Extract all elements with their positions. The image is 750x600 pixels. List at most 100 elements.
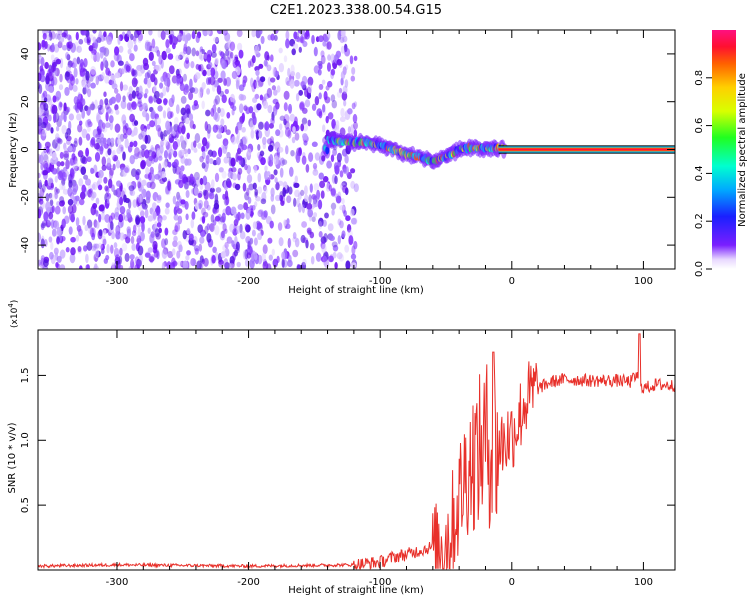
noise-speckle [214,36,220,45]
noise-speckle [302,258,307,266]
noise-speckle [231,166,237,173]
noise-speckle [51,205,55,213]
noise-speckle [114,104,119,111]
noise-speckle [260,198,267,205]
noise-speckle [344,79,349,88]
noise-speckle [105,122,111,129]
noise-speckle [153,244,158,251]
colorbar-tick-label: 0.2 [694,213,705,229]
noise-speckle [90,82,96,89]
noise-speckle [45,192,50,202]
noise-speckle [221,60,227,69]
noise-speckle [82,215,86,226]
noise-speckle [137,36,142,43]
noise-speckle [48,30,53,38]
noise-speckle [216,85,222,95]
noise-speckle [68,113,75,121]
noise-speckle [129,189,136,197]
noise-speckle [69,172,75,182]
noise-speckle [220,51,225,58]
noise-speckle [39,195,44,202]
noise-speckle [111,231,115,240]
noise-speckle [85,178,91,186]
noise-speckle [150,145,154,153]
noise-speckle [257,172,262,183]
noise-speckle [220,58,225,68]
noise-speckle [311,103,317,111]
noise-speckle [114,123,121,133]
noise-speckle [255,130,260,141]
noise-speckle [131,90,136,99]
noise-speckle [225,205,232,216]
noise-speckle [328,184,333,192]
noise-speckle [38,58,41,65]
noise-speckle [58,84,64,91]
noise-speckle [101,72,105,80]
noise-speckle [103,229,107,235]
noise-speckle [337,218,342,226]
noise-speckle [90,205,97,216]
noise-speckle [131,243,136,251]
noise-speckle [101,121,106,133]
noise-speckle [128,185,135,192]
noise-speckle [121,114,127,125]
noise-speckle [177,240,182,251]
x-tick-label: 100 [634,276,653,287]
noise-speckle [169,111,174,118]
noise-speckle [270,204,276,215]
noise-speckle [257,209,263,218]
noise-speckle [52,76,58,86]
noise-speckle [89,69,96,77]
noise-speckle [258,130,263,139]
noise-speckle [120,68,125,75]
noise-speckle [40,104,44,113]
noise-speckle [311,141,318,148]
noise-speckle [104,98,109,106]
noise-speckle [178,244,183,253]
noise-speckle [241,144,248,151]
noise-speckle [89,227,95,238]
noise-speckle [112,154,119,162]
noise-speckle [85,119,91,128]
noise-speckle [210,107,215,117]
noise-speckle [118,214,124,223]
noise-speckle [76,45,82,53]
noise-speckle [175,104,180,115]
noise-speckle [113,46,120,56]
noise-speckle [167,250,174,259]
noise-speckle [305,164,310,173]
noise-speckle [91,227,96,238]
noise-speckle [330,202,337,210]
noise-speckle [213,199,219,205]
noise-speckle [346,223,352,233]
noise-speckle [46,147,51,155]
noise-speckle [311,216,316,223]
noise-speckle [91,49,97,55]
noise-speckle [200,231,205,238]
noise-speckle [291,136,296,144]
noise-speckle [61,32,67,38]
noise-speckle [281,251,286,260]
noise-speckle [52,112,57,124]
noise-speckle [48,236,53,243]
noise-speckle [264,51,270,61]
noise-speckle [290,70,296,77]
noise-speckle [96,74,101,82]
noise-speckle [129,254,135,260]
noise-speckle [284,126,291,138]
noise-speckle [85,253,89,264]
noise-speckle [136,65,142,71]
noise-speckle [299,102,305,110]
noise-speckle [138,104,144,112]
noise-speckle [59,249,66,259]
noise-speckle [97,242,103,250]
noise-speckle [165,202,170,208]
noise-speckle [213,98,218,106]
noise-speckle [203,199,209,209]
noise-speckle [199,236,205,244]
noise-speckle [347,126,352,134]
noise-speckle [43,146,47,154]
noise-speckle [201,137,208,147]
noise-speckle [235,241,240,251]
noise-speckle [70,236,76,243]
